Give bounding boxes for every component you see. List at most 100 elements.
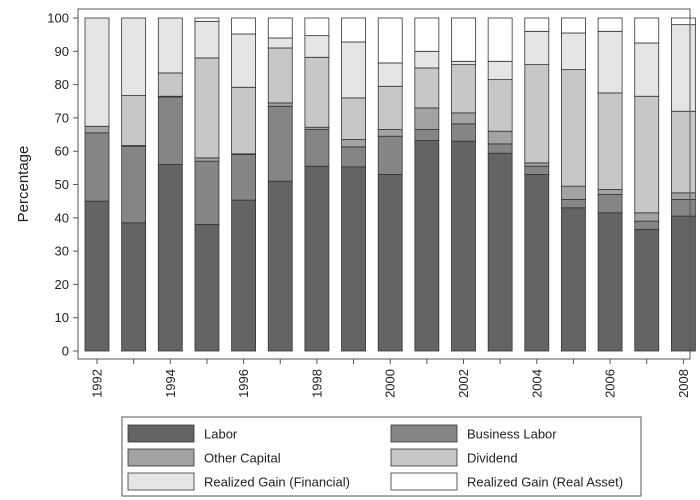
- bar-segment-2002-s2: [452, 113, 476, 124]
- bar-segment-2008-s4: [671, 25, 695, 112]
- bar-segment-2006-s0: [598, 213, 622, 351]
- bar-segment-1995-s0: [195, 224, 219, 351]
- legend-swatch: [128, 449, 194, 466]
- x-tick-label: 2000: [383, 369, 398, 398]
- bar-segment-2008-s2: [671, 193, 695, 200]
- x-tick-label: 2004: [529, 369, 544, 398]
- bar-segment-1997-s4: [268, 38, 292, 48]
- legend-swatch: [128, 473, 194, 490]
- bar-segment-1993-s0: [122, 223, 146, 351]
- y-tick-label: 40: [55, 210, 69, 225]
- bar-segment-2007-s3: [635, 96, 659, 213]
- x-tick-label: 1996: [236, 369, 251, 398]
- bar-segment-2008-s0: [671, 216, 695, 351]
- bar-segment-1994-s4: [158, 18, 182, 73]
- bar-segment-1993-s3: [122, 96, 146, 146]
- x-tick-label: 2008: [676, 369, 691, 398]
- bar-segment-1994-s0: [158, 165, 182, 351]
- bar-segment-1998-s4: [305, 36, 329, 58]
- bar-segment-2007-s1: [635, 221, 659, 229]
- bar-segment-2007-s0: [635, 229, 659, 351]
- y-tick-label: 0: [62, 344, 69, 359]
- legend-swatch: [391, 449, 457, 466]
- bar-segment-2002-s1: [452, 124, 476, 141]
- bars-layer: [85, 18, 695, 351]
- bar-segment-1998-s0: [305, 166, 329, 351]
- legend-swatch: [128, 425, 194, 442]
- bar-segment-1997-s1: [268, 106, 292, 181]
- bar-segment-1995-s5: [195, 18, 219, 21]
- bar-segment-2006-s5: [598, 18, 622, 31]
- bar-segment-1998-s1: [305, 130, 329, 167]
- bar-segment-2008-s5: [671, 18, 695, 25]
- bar-segment-2005-s5: [561, 18, 585, 33]
- bar-segment-2007-s4: [635, 43, 659, 96]
- bar-segment-1992-s2: [85, 126, 109, 133]
- x-tick-label: 1992: [90, 369, 105, 398]
- legend-label: Labor: [204, 427, 238, 442]
- bar-segment-1996-s1: [232, 155, 256, 201]
- bar-segment-2006-s2: [598, 189, 622, 194]
- bar-segment-1993-s4: [122, 18, 146, 96]
- bar-segment-2003-s5: [488, 18, 512, 61]
- bar-segment-2008-s1: [671, 199, 695, 216]
- y-tick-label: 80: [55, 77, 69, 92]
- y-tick-label: 60: [55, 144, 69, 159]
- bar-segment-2003-s4: [488, 61, 512, 79]
- bar-segment-1996-s5: [232, 18, 256, 34]
- bar-segment-1999-s4: [342, 42, 366, 98]
- bar-segment-2004-s1: [525, 166, 549, 174]
- bar-segment-2006-s3: [598, 93, 622, 190]
- bar-segment-1997-s0: [268, 181, 292, 351]
- legend-swatch: [391, 473, 457, 490]
- x-tick-label: 1998: [309, 369, 324, 398]
- bar-segment-2002-s5: [452, 18, 476, 61]
- bar-segment-1992-s4: [85, 18, 109, 126]
- bar-segment-2007-s2: [635, 213, 659, 221]
- bar-segment-2004-s2: [525, 163, 549, 166]
- bar-segment-1999-s0: [342, 167, 366, 351]
- legend-label: Business Labor: [467, 427, 557, 442]
- y-tick-label: 100: [47, 11, 69, 26]
- y-axis: 0 10 20 30 40 50 60 70 80 90 100: [47, 11, 78, 359]
- bar-segment-1997-s3: [268, 48, 292, 103]
- bar-segment-1996-s4: [232, 34, 256, 87]
- bar-segment-2005-s4: [561, 33, 585, 70]
- bar-segment-1994-s3: [158, 73, 182, 96]
- bar-segment-2002-s4: [452, 61, 476, 64]
- legend-label: Realized Gain (Real Asset): [467, 475, 623, 490]
- bar-segment-1998-s3: [305, 57, 329, 127]
- bar-segment-2005-s0: [561, 208, 585, 351]
- y-tick-label: 90: [55, 44, 69, 59]
- y-tick-label: 30: [55, 244, 69, 259]
- y-tick-label: 20: [55, 277, 69, 292]
- legend-label: Dividend: [467, 451, 518, 466]
- bar-segment-2003-s1: [488, 144, 512, 153]
- bar-segment-1992-s1: [85, 133, 109, 201]
- bar-segment-1993-s1: [122, 146, 146, 223]
- bar-segment-2000-s4: [378, 63, 402, 86]
- bar-segment-2000-s3: [378, 86, 402, 129]
- y-tick-label: 50: [55, 177, 69, 192]
- bar-segment-2001-s5: [415, 18, 439, 51]
- bar-segment-2000-s5: [378, 18, 402, 63]
- bar-segment-1999-s1: [342, 147, 366, 167]
- bar-segment-2001-s4: [415, 51, 439, 68]
- bar-segment-2004-s0: [525, 175, 549, 351]
- bar-segment-1995-s3: [195, 58, 219, 158]
- bar-segment-2005-s1: [561, 199, 585, 207]
- bar-segment-2000-s2: [378, 130, 402, 137]
- bar-segment-2004-s5: [525, 18, 549, 31]
- bar-segment-2004-s4: [525, 31, 549, 64]
- y-axis-title: Percentage: [15, 146, 32, 223]
- bar-segment-1999-s2: [342, 140, 366, 147]
- bar-segment-2005-s2: [561, 186, 585, 199]
- legend-label: Realized Gain (Financial): [204, 475, 350, 490]
- x-tick-label: 1994: [163, 369, 178, 398]
- bar-segment-1998-s5: [305, 18, 329, 36]
- bar-segment-1997-s2: [268, 103, 292, 106]
- x-tick-label: 2006: [603, 369, 618, 398]
- bar-segment-2003-s3: [488, 80, 512, 132]
- bar-segment-1995-s1: [195, 161, 219, 224]
